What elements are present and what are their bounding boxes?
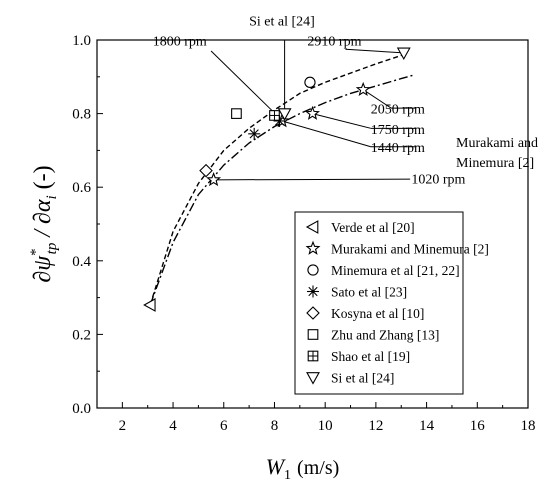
legend: Verde et al [20] Murakami and Minemura [2…	[294, 211, 489, 395]
annotations: Si et al [24] 1800 rpm 2910 rpm 2050 rpm 175…	[153, 14, 466, 187]
x-tick-label: 16	[470, 418, 486, 434]
x-tick-label: 14	[419, 418, 435, 434]
y-tick-label: 0.4	[72, 254, 91, 270]
marker-square	[307, 329, 319, 340]
y-axis-label: ∂ψ*tp / ∂αi (-)	[28, 165, 60, 282]
marker-asterisk	[307, 285, 319, 298]
y-tick-label: 0.6	[72, 180, 91, 196]
legend-entry: Minemura et al [21, 22]	[331, 263, 460, 278]
fit-curves	[149, 53, 415, 306]
data-markers	[143, 47, 411, 312]
legend-entry: Kosyna et al [10]	[331, 306, 424, 321]
legend-entry: Si et al [24]	[331, 371, 394, 386]
y-tick-label: 1.0	[72, 33, 91, 49]
x-tick-label: 12	[368, 418, 383, 434]
annotation-leader	[281, 120, 371, 148]
marker-diamond	[306, 306, 320, 320]
x-tick-label: 8	[271, 418, 279, 434]
marker-triangle-left	[143, 298, 156, 312]
legend-box	[294, 211, 464, 395]
legend-entry: Verde et al [20]	[331, 220, 415, 235]
marker-square-plus	[307, 350, 319, 362]
marker-star	[355, 81, 371, 97]
y-tick-label: 0.2	[72, 327, 91, 343]
annotation-leader	[213, 178, 411, 181]
annotation-label: 2050 rpm	[371, 103, 425, 118]
marker-asterisk	[248, 127, 261, 140]
annotation-label: Si et al [24]	[249, 14, 315, 29]
fit-curve-dashed	[149, 53, 407, 306]
legend-entry: Zhu and Zhang [13]	[331, 328, 439, 343]
y-tick-label: 0.8	[72, 107, 91, 123]
marker-circle	[307, 264, 319, 276]
legend-entry: Shao et al [19]	[331, 349, 410, 364]
marker-star	[305, 105, 320, 120]
marker-square	[231, 108, 242, 119]
marker-star	[305, 240, 321, 255]
y-tick-label: 0.0	[72, 401, 91, 417]
x-tick-label: 2	[119, 418, 127, 434]
annotation-label: 1750 rpm	[371, 123, 425, 138]
x-tick-label: 10	[318, 418, 333, 434]
annotation-label: 1020 rpm	[411, 173, 465, 188]
x-tick-label: 18	[521, 418, 536, 434]
annotation-leader	[210, 50, 278, 116]
marker-square-plus	[269, 110, 280, 121]
marker-triangle-down	[277, 108, 292, 121]
annotation-leader	[345, 48, 404, 54]
annotation-leader	[312, 113, 371, 129]
marker-triangle-left	[305, 220, 319, 234]
x-axis-title: W1 (m/s)	[266, 454, 340, 483]
marker-star	[206, 171, 222, 187]
side-note-line: Murakami and	[456, 136, 538, 151]
legend-entry: Murakami and Minemura [2]	[331, 242, 489, 257]
annotation-label: 1800 rpm	[153, 35, 207, 50]
annotation-leader	[362, 89, 392, 109]
marker-triangle-down	[396, 47, 411, 61]
y-axis-title: ∂ψ*tp / ∂αi (-)	[28, 165, 60, 282]
marker-circle	[304, 76, 316, 88]
side-note: Murakami and Minemura [2]	[456, 136, 538, 171]
legend-entry: Sato et al [23]	[331, 285, 407, 300]
annotation-label: 2910 rpm	[307, 35, 361, 50]
x-tick-label: 4	[169, 418, 177, 434]
annotation-label: 1440 rpm	[371, 141, 425, 156]
side-note-line: Minemura [2]	[456, 156, 534, 171]
x-tick-label: 6	[220, 418, 228, 434]
axes: 2 4 6 8 10 12 14 16 18 0.0 0.2 0.4 0.6 0.8 1.0	[72, 33, 535, 434]
marker-triangle-down	[306, 372, 320, 385]
marker-diamond	[199, 163, 213, 178]
x-axis-label: W1 (m/s)	[266, 454, 340, 483]
